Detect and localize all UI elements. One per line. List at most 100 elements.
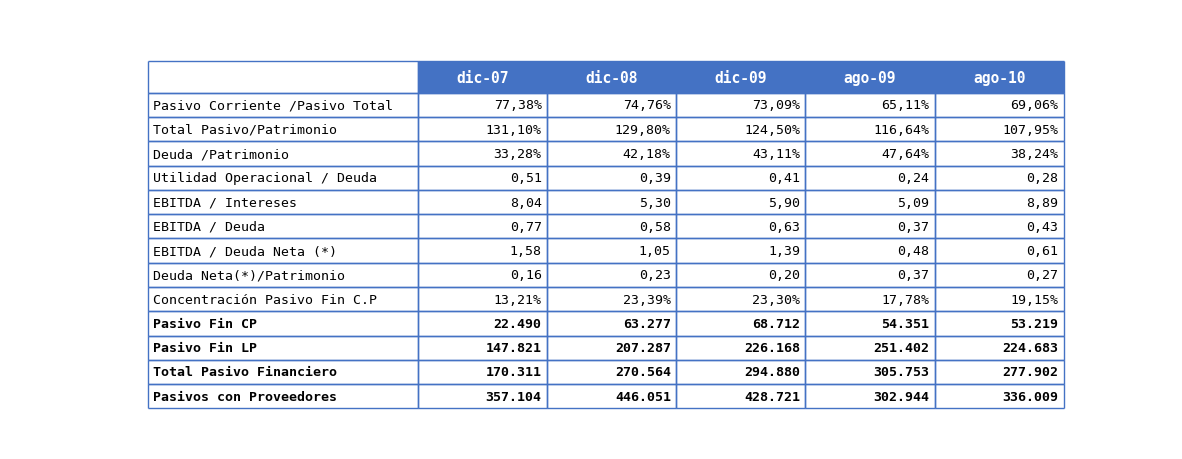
- Bar: [935, 215, 1064, 239]
- Bar: [805, 287, 935, 312]
- Text: dic-08: dic-08: [585, 70, 638, 85]
- Bar: [418, 360, 547, 384]
- Text: 77,38%: 77,38%: [494, 99, 541, 112]
- Text: EBITDA / Deuda: EBITDA / Deuda: [154, 220, 265, 233]
- Text: 170.311: 170.311: [486, 366, 541, 379]
- Bar: [676, 336, 805, 360]
- Bar: [805, 118, 935, 142]
- Text: 0,77: 0,77: [509, 220, 541, 233]
- Text: 8,04: 8,04: [509, 196, 541, 209]
- Text: 63.277: 63.277: [623, 317, 671, 330]
- Bar: [676, 94, 805, 118]
- Bar: [418, 263, 547, 287]
- Text: 13,21%: 13,21%: [494, 293, 541, 306]
- Bar: [547, 166, 676, 190]
- Text: Deuda /Patrimonio: Deuda /Patrimonio: [154, 148, 290, 161]
- Text: 0,37: 0,37: [897, 220, 929, 233]
- Text: Concentración Pasivo Fin C.P: Concentración Pasivo Fin C.P: [154, 293, 377, 306]
- Text: Pasivos con Proveedores: Pasivos con Proveedores: [154, 390, 337, 403]
- Text: 0,24: 0,24: [897, 172, 929, 185]
- Text: dic-07: dic-07: [456, 70, 508, 85]
- Text: 124,50%: 124,50%: [743, 123, 800, 136]
- Text: 0,63: 0,63: [768, 220, 800, 233]
- Bar: [805, 336, 935, 360]
- Text: 23,30%: 23,30%: [752, 293, 800, 306]
- Bar: [547, 312, 676, 336]
- Text: EBITDA / Intereses: EBITDA / Intereses: [154, 196, 297, 209]
- Text: 0,43: 0,43: [1026, 220, 1058, 233]
- Bar: [547, 190, 676, 215]
- Text: 53.219: 53.219: [1011, 317, 1058, 330]
- Bar: [418, 62, 547, 94]
- Bar: [805, 166, 935, 190]
- Text: 0,20: 0,20: [768, 269, 800, 282]
- Bar: [805, 239, 935, 263]
- Bar: [418, 190, 547, 215]
- Bar: [935, 312, 1064, 336]
- Text: 19,15%: 19,15%: [1011, 293, 1058, 306]
- Bar: [935, 336, 1064, 360]
- Bar: [935, 142, 1064, 166]
- Bar: [547, 118, 676, 142]
- Bar: [676, 263, 805, 287]
- Bar: [676, 312, 805, 336]
- Text: 1,39: 1,39: [768, 245, 800, 257]
- Text: 73,09%: 73,09%: [752, 99, 800, 112]
- Bar: [676, 118, 805, 142]
- Text: 277.902: 277.902: [1002, 366, 1058, 379]
- Bar: [676, 384, 805, 409]
- Bar: [676, 239, 805, 263]
- Text: 8,89: 8,89: [1026, 196, 1058, 209]
- Bar: [547, 239, 676, 263]
- Bar: [418, 142, 547, 166]
- Text: 43,11%: 43,11%: [752, 148, 800, 161]
- Bar: [935, 94, 1064, 118]
- Text: Total Pasivo Financiero: Total Pasivo Financiero: [154, 366, 337, 379]
- Text: 0,61: 0,61: [1026, 245, 1058, 257]
- Text: 107,95%: 107,95%: [1002, 123, 1058, 136]
- Bar: [418, 215, 547, 239]
- Bar: [547, 384, 676, 409]
- Bar: [148, 384, 418, 409]
- Text: 54.351: 54.351: [881, 317, 929, 330]
- Text: 42,18%: 42,18%: [623, 148, 671, 161]
- Bar: [935, 118, 1064, 142]
- Bar: [805, 190, 935, 215]
- Text: 5,09: 5,09: [897, 196, 929, 209]
- Bar: [148, 166, 418, 190]
- Text: 0,16: 0,16: [509, 269, 541, 282]
- Bar: [547, 215, 676, 239]
- Text: 0,23: 0,23: [638, 269, 671, 282]
- Text: 357.104: 357.104: [486, 390, 541, 403]
- Text: 33,28%: 33,28%: [494, 148, 541, 161]
- Text: 68.712: 68.712: [752, 317, 800, 330]
- Text: 270.564: 270.564: [615, 366, 671, 379]
- Bar: [418, 336, 547, 360]
- Bar: [547, 62, 676, 94]
- Text: 302.944: 302.944: [873, 390, 929, 403]
- Bar: [935, 384, 1064, 409]
- Text: 17,78%: 17,78%: [881, 293, 929, 306]
- Bar: [676, 190, 805, 215]
- Text: 0,37: 0,37: [897, 269, 929, 282]
- Text: 23,39%: 23,39%: [623, 293, 671, 306]
- Bar: [805, 312, 935, 336]
- Bar: [418, 94, 547, 118]
- Bar: [676, 215, 805, 239]
- Bar: [148, 312, 418, 336]
- Text: 69,06%: 69,06%: [1011, 99, 1058, 112]
- Text: 226.168: 226.168: [743, 341, 800, 354]
- Text: 5,90: 5,90: [768, 196, 800, 209]
- Text: 65,11%: 65,11%: [881, 99, 929, 112]
- Text: 294.880: 294.880: [743, 366, 800, 379]
- Bar: [676, 360, 805, 384]
- Text: 74,76%: 74,76%: [623, 99, 671, 112]
- Text: 147.821: 147.821: [486, 341, 541, 354]
- Bar: [148, 94, 418, 118]
- Bar: [547, 336, 676, 360]
- Bar: [935, 263, 1064, 287]
- Text: 116,64%: 116,64%: [873, 123, 929, 136]
- Text: 47,64%: 47,64%: [881, 148, 929, 161]
- Text: 38,24%: 38,24%: [1011, 148, 1058, 161]
- Bar: [805, 215, 935, 239]
